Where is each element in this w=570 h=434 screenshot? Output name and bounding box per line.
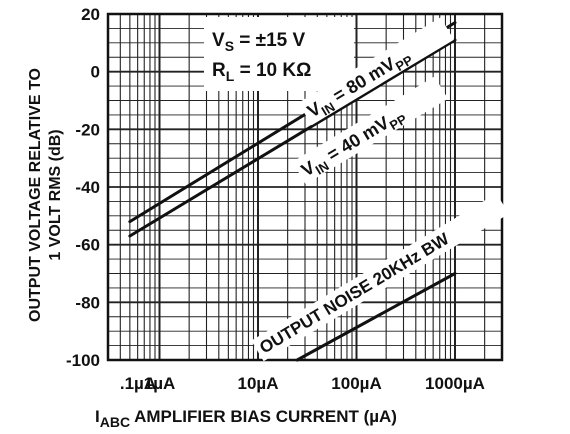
- y-axis-title-line2: 1 VOLT RMS (dB): [47, 129, 64, 260]
- y-tick-label: -20: [75, 120, 100, 139]
- x-axis-title-subscript: ABC: [100, 414, 130, 430]
- y-tick-label: -80: [75, 293, 100, 312]
- plot-frame: [106, 12, 504, 362]
- series-line-2: [295, 272, 457, 362]
- y-tick-label: 20: [81, 5, 100, 24]
- supply-voltage-label: VS = ±15 V: [212, 30, 306, 54]
- load-resistance-label: RL = 10 KΩ: [212, 60, 311, 84]
- x-tick-label: 1000µA: [425, 374, 485, 393]
- y-tick-label: -40: [75, 178, 100, 197]
- x-tick-label: 1µA: [144, 374, 176, 393]
- x-tick-label: 10µA: [238, 374, 279, 393]
- x-axis-title-main: AMPLIFIER BIAS CURRENT (µA): [134, 407, 397, 426]
- y-tick-label: -100: [66, 351, 100, 370]
- series-line-1: [128, 38, 457, 238]
- conditions-box: [204, 17, 354, 91]
- y-axis-title-line1: OUTPUT VOLTAGE RELATIVE TO: [27, 68, 44, 322]
- svg-text:OUTPUT NOISE 20KHz BW: OUTPUT NOISE 20KHz BW: [256, 229, 453, 358]
- series-label-noise: OUTPUT NOISE 20KHz BW: [251, 193, 509, 362]
- x-axis-title: IABC AMPLIFIER BIAS CURRENT (µA): [95, 407, 397, 430]
- y-tick-label: 0: [91, 63, 100, 82]
- y-tick-label: -60: [75, 236, 100, 255]
- x-axis-title-prefix: I: [95, 407, 100, 426]
- x-tick-label: 100µA: [331, 374, 381, 393]
- x-tick-label: .1µA: [120, 374, 156, 393]
